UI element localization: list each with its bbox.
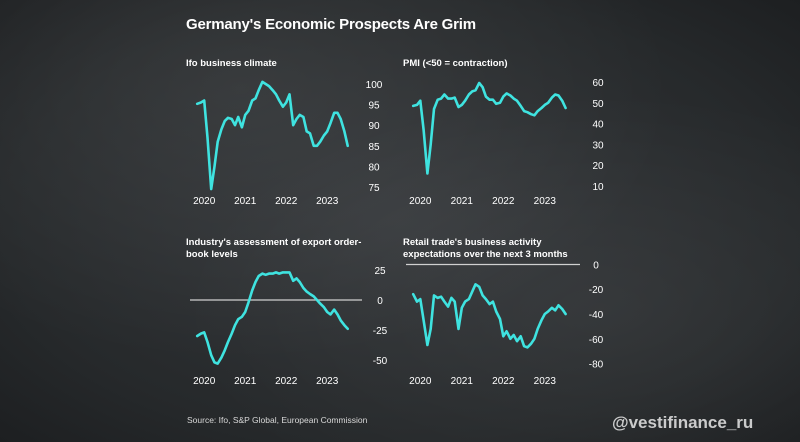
y-tick-label: -40	[589, 310, 604, 321]
y-tick-label: 10	[592, 182, 604, 193]
y-tick-label: -60	[589, 335, 604, 346]
panel-title-pmi: PMI (<50 = contraction)	[403, 58, 508, 69]
x-tick-label: 2022	[492, 376, 515, 387]
x-tick-label: 2022	[492, 196, 515, 207]
x-tick-label: 2021	[234, 376, 257, 387]
chart-ifo: 75 80 85 90 95 100 2020 2021 2022 2023	[193, 80, 383, 207]
y-tick-label: 0	[377, 296, 383, 307]
x-tick-label: 2023	[534, 196, 557, 207]
panel-title-ifo: Ifo business climate	[186, 58, 277, 69]
y-tick-label: -25	[373, 326, 388, 337]
series-line	[411, 81, 567, 175]
y-tick-label: 0	[593, 260, 599, 271]
x-tick-label: 2023	[534, 376, 557, 387]
y-tick-label: 85	[368, 142, 380, 153]
y-tick-label: -50	[373, 356, 388, 367]
series-line	[195, 271, 350, 365]
y-tick-label: 75	[368, 183, 380, 194]
x-tick-label: 2023	[316, 376, 339, 387]
y-tick-label: 30	[592, 140, 604, 151]
y-tick-label: 40	[592, 120, 604, 131]
y-tick-label: -80	[589, 360, 604, 371]
y-tick-label: 80	[368, 162, 380, 173]
page-title: Germany's Economic Prospects Are Grim	[186, 16, 476, 33]
x-tick-label: 2020	[409, 376, 432, 387]
chart-export: 25 0 -25 -50 2020 2021 2022 2023	[190, 266, 388, 387]
y-tick-label: -20	[589, 285, 604, 296]
x-tick-label: 2021	[451, 376, 474, 387]
panel-title-retail: Retail trade's business activity expecta…	[403, 237, 568, 260]
y-tick-label: 20	[592, 161, 604, 172]
x-tick-label: 2023	[316, 196, 339, 207]
y-tick-label: 100	[366, 80, 383, 91]
x-tick-label: 2020	[409, 196, 432, 207]
y-tick-label: 50	[592, 99, 604, 110]
y-tick-label: 90	[368, 121, 380, 132]
x-tick-label: 2020	[193, 196, 216, 207]
x-tick-label: 2021	[451, 196, 474, 207]
x-tick-label: 2021	[234, 196, 257, 207]
chart-retail: 0 -20 -40 -60 -80 2020 2021 2022 2023	[406, 260, 604, 387]
panel-title-export: Industry's assessment of export order-bo…	[186, 237, 362, 260]
y-tick-label: 95	[368, 101, 380, 112]
watermark: @vestifinance_ru	[612, 413, 754, 432]
x-tick-label: 2020	[193, 376, 216, 387]
x-tick-label: 2022	[275, 196, 298, 207]
chart-pmi: 10 20 30 40 50 60 2020 2021 2022 2023	[409, 78, 604, 207]
series-line	[195, 80, 350, 191]
x-tick-label: 2022	[275, 376, 298, 387]
y-tick-label: 25	[374, 266, 386, 277]
y-tick-label: 60	[592, 78, 604, 89]
source-note: Source: Ifo, S&P Global, European Commis…	[187, 415, 368, 425]
series-line	[411, 282, 567, 349]
